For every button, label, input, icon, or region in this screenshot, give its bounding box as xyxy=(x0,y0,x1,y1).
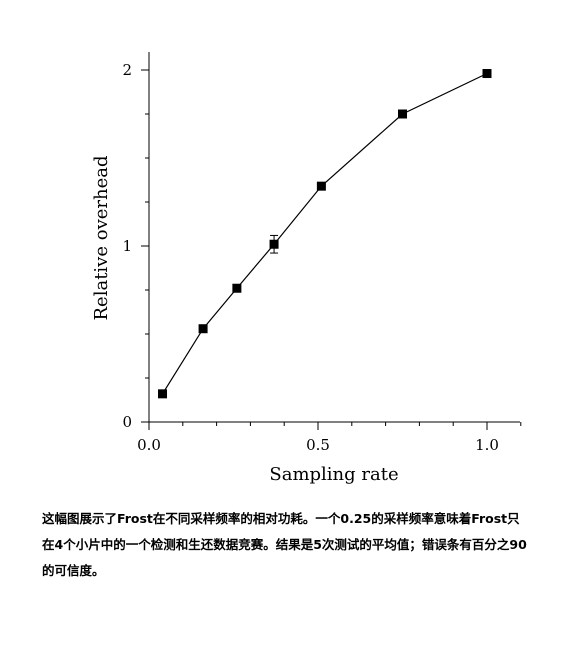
overhead-chart: 0.0 0.5 1.0 0 1 2 Sampling rate Relative ove… xyxy=(91,52,522,485)
series-line xyxy=(162,72,488,395)
data-point-marker xyxy=(158,389,168,399)
x-tick-label: 0.0 xyxy=(137,436,161,454)
data-point-marker xyxy=(269,239,279,249)
y-tick-label: 1 xyxy=(122,237,132,255)
x-tick-label: 0.5 xyxy=(306,436,330,454)
y-tick-label: 2 xyxy=(122,61,132,79)
series-line-group xyxy=(162,72,488,395)
data-point-marker xyxy=(482,69,492,79)
chart-axes xyxy=(148,52,520,423)
x-tick-label: 1.0 xyxy=(475,436,499,454)
data-points xyxy=(158,69,492,399)
x-axis-title: Sampling rate xyxy=(269,464,398,485)
minor-ticks xyxy=(145,113,522,426)
y-tick-label: 0 xyxy=(122,413,132,431)
data-point-marker xyxy=(316,181,326,191)
y-axis-ticks: 0 1 2 xyxy=(122,61,149,431)
figure-caption: 这幅图展示了Frost在不同采样频率的相对功耗。一个0.25的采样频率意味着Fr… xyxy=(42,511,527,578)
data-point-marker xyxy=(232,283,242,293)
data-point-marker xyxy=(398,109,407,119)
y-axis-title: Relative overhead xyxy=(91,156,112,321)
data-point-marker xyxy=(198,324,208,334)
x-axis-ticks: 0.0 0.5 1.0 xyxy=(137,422,499,454)
